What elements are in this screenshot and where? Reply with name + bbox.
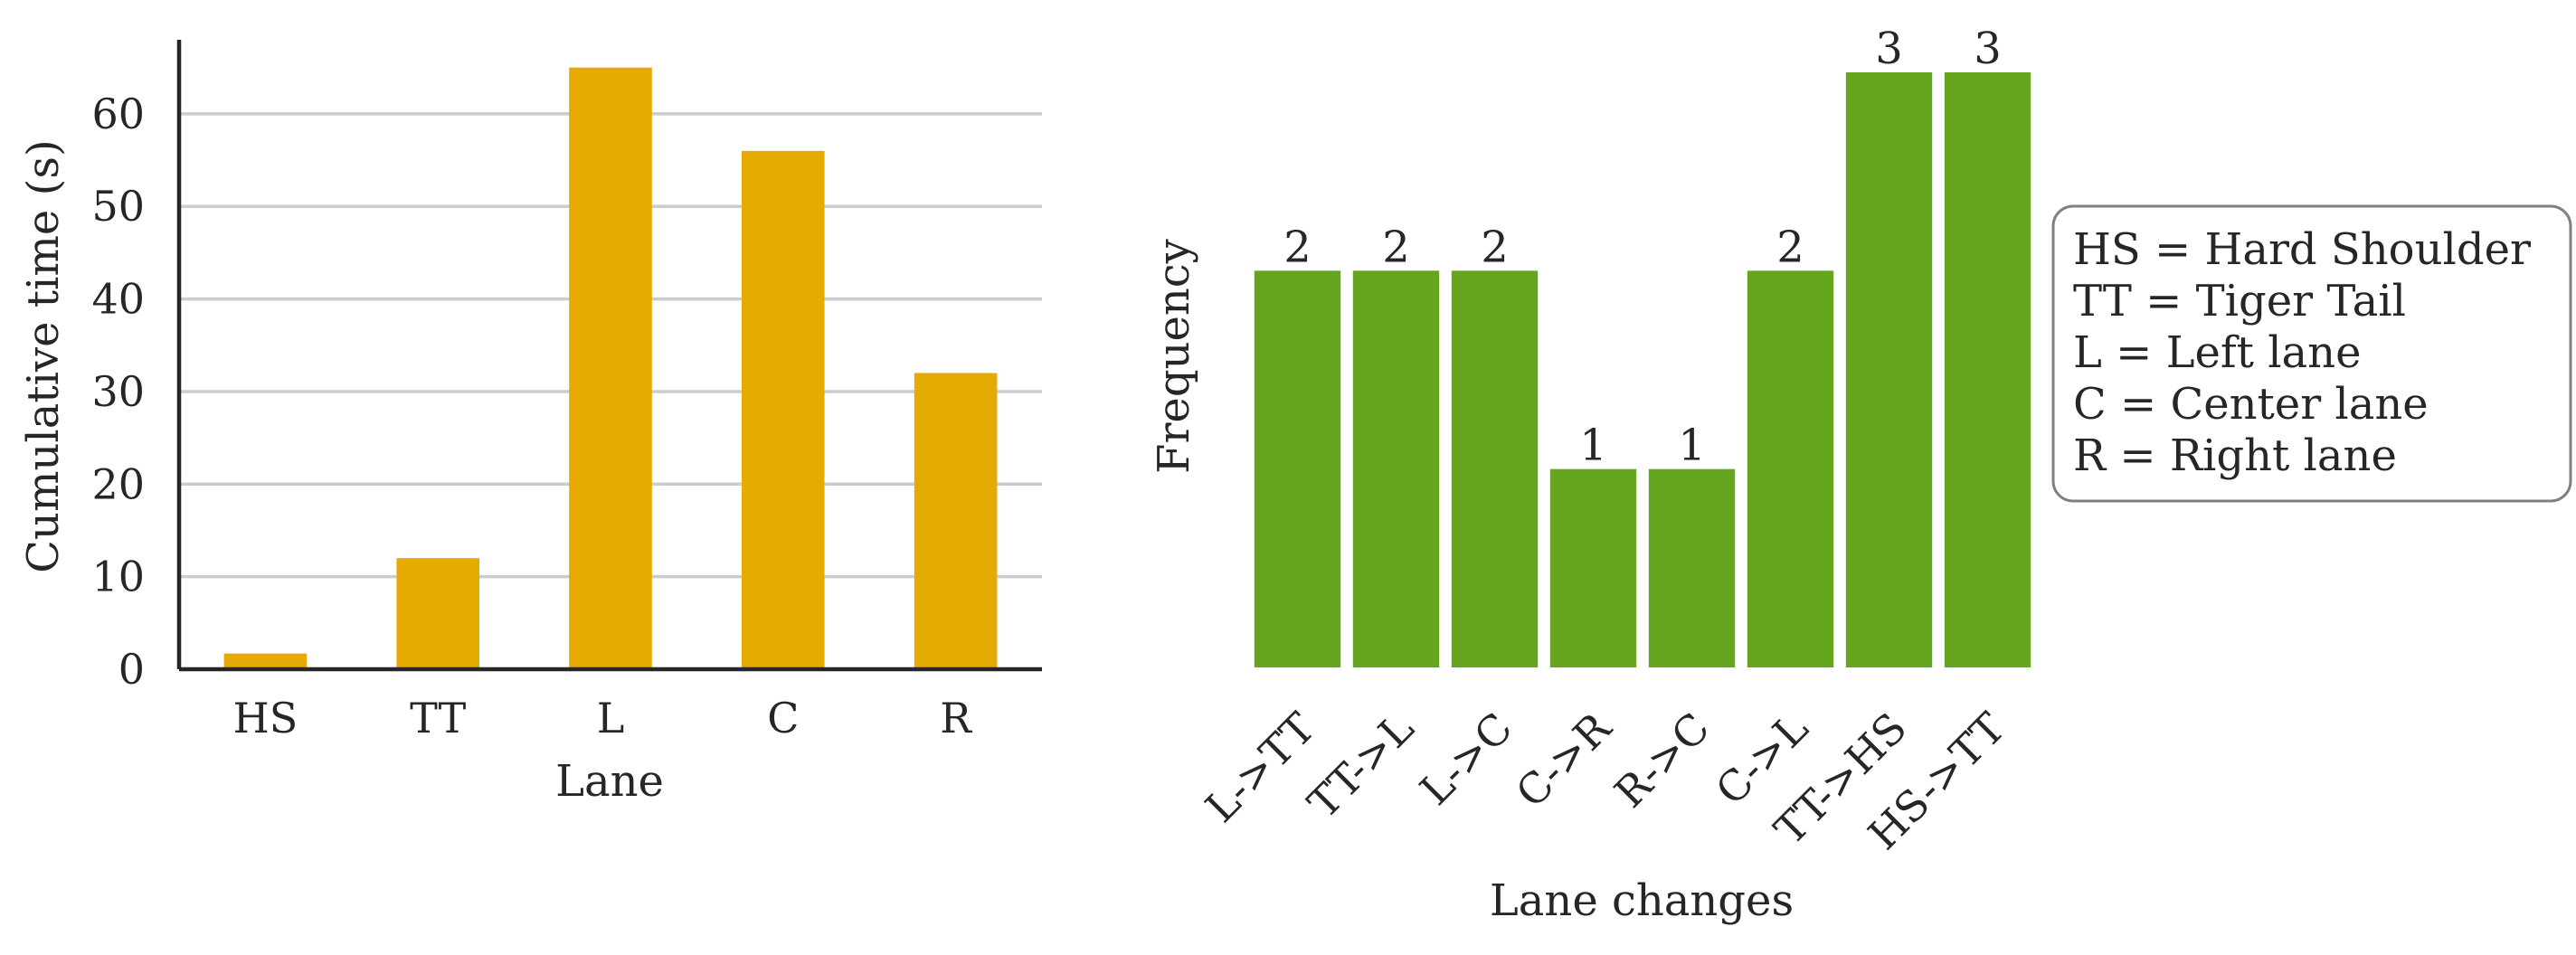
y-tick-label: 10 [91, 553, 145, 601]
y-tick-label: 30 [91, 367, 145, 416]
lane-changes-chart: 2 2 2 1 1 2 3 3 L->TTTT->LL->CC->RR->CC->LTT->H… [1149, 24, 2572, 926]
bar-r [914, 373, 998, 669]
y-tick-labels: 0 10 20 30 40 50 60 [91, 90, 145, 694]
bar-l-to-tt [1254, 270, 1341, 667]
legend-line: C = Center lane [2073, 379, 2429, 430]
y-tick-label: 0 [118, 645, 145, 694]
legend-line: HS = Hard Shoulder [2073, 224, 2531, 275]
bar-r-to-c [1648, 468, 1736, 667]
data-label: 2 [1481, 222, 1509, 272]
bar-tt-to-hs [1845, 72, 1933, 667]
bar-hs-to-tt [1944, 72, 2031, 667]
x-tick-label: HS [233, 694, 298, 742]
x-axis-label: Lane changes [1490, 875, 1794, 926]
x-tick-label: R->C [1605, 704, 1719, 818]
bar-tt [396, 558, 479, 669]
bar-c-to-r [1549, 468, 1637, 667]
x-tick-label: L->TT [1196, 703, 1324, 831]
bar-c-to-l [1747, 270, 1834, 667]
data-label: 2 [1776, 222, 1804, 272]
legend-line: TT = Tiger Tail [2073, 276, 2406, 326]
bar-l-to-c [1451, 270, 1539, 667]
x-tick-label: TT [410, 694, 467, 742]
y-axis-label: Frequency [1149, 239, 1199, 474]
axes [176, 40, 1042, 672]
x-tick-label: R [940, 694, 972, 742]
data-label: 3 [1875, 24, 1903, 74]
legend-line: R = Right lane [2073, 430, 2397, 481]
x-tick-label: TT->L [1298, 704, 1423, 828]
data-label: 1 [1678, 421, 1706, 471]
data-labels: 2 2 2 1 1 2 3 3 [1283, 24, 2002, 471]
y-tick-label: 40 [91, 275, 145, 324]
data-label: 1 [1579, 421, 1607, 471]
bar-c [742, 150, 825, 669]
bar-hs [223, 653, 308, 669]
x-tick-label: L [597, 694, 625, 742]
x-axis-label: Lane [555, 756, 664, 807]
data-label: 3 [1974, 24, 2002, 74]
y-tick-label: 60 [91, 90, 145, 138]
bars [223, 67, 998, 670]
bars [1254, 72, 2031, 667]
legend-frame [2051, 204, 2572, 503]
x-tick-label: L->C [1410, 704, 1521, 815]
data-label: 2 [1382, 222, 1410, 272]
y-axis-label: Cumulative time (s) [18, 139, 69, 572]
bar-l [569, 67, 652, 670]
y-tick-label: 20 [91, 459, 145, 508]
x-tick-labels: HS TT L C R [233, 694, 973, 742]
y-tick-label: 50 [91, 182, 145, 231]
cumulative-time-chart: 0 10 20 30 40 50 60 HS TT L C R Lane Cumulative ti… [18, 40, 1042, 807]
x-tick-label: C [767, 694, 799, 742]
bar-tt-to-l [1352, 270, 1440, 667]
x-tick-label: C->R [1506, 703, 1621, 818]
data-label: 2 [1283, 222, 1312, 272]
legend-line: L = Left lane [2073, 327, 2362, 378]
